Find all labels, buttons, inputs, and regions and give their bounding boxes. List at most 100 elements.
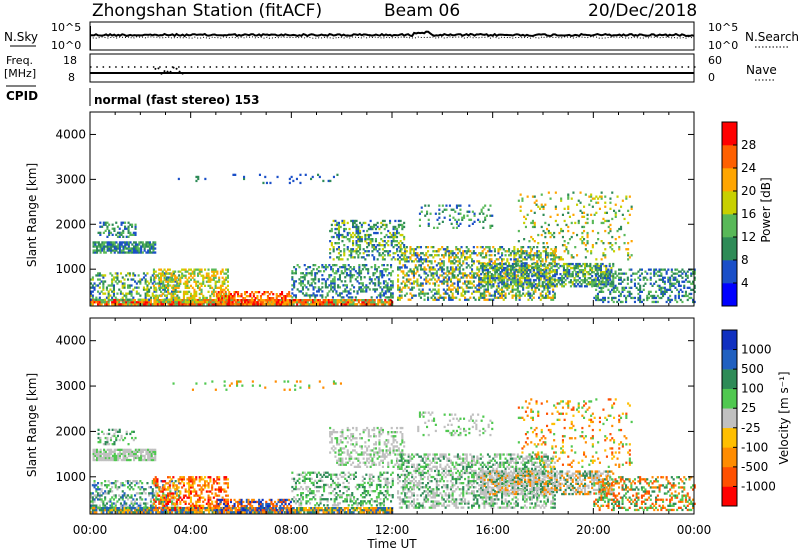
radar-cell bbox=[143, 287, 145, 289]
radar-cell bbox=[394, 220, 396, 222]
radar-cell bbox=[404, 248, 406, 250]
radar-cell bbox=[171, 299, 173, 301]
radar-cell bbox=[549, 283, 551, 285]
radar-cell bbox=[631, 206, 633, 208]
radar-cell bbox=[479, 213, 481, 215]
radar-cell bbox=[618, 248, 620, 250]
radar-cell bbox=[248, 301, 250, 303]
radar-cell bbox=[587, 242, 589, 244]
radar-cell bbox=[615, 297, 617, 299]
radar-cell bbox=[639, 287, 641, 289]
radar-cell bbox=[218, 291, 220, 293]
radar-cell bbox=[453, 282, 455, 284]
radar-cell bbox=[365, 288, 367, 290]
radar-cell bbox=[360, 299, 362, 301]
radar-cell bbox=[585, 194, 587, 196]
radar-cell bbox=[413, 274, 415, 276]
radar-cell bbox=[122, 297, 124, 299]
radar-cell bbox=[156, 301, 158, 303]
radar-cell bbox=[510, 258, 512, 260]
radar-cell bbox=[513, 252, 515, 254]
radar-cell bbox=[313, 268, 315, 270]
radar-cell bbox=[639, 275, 641, 277]
radar-cell bbox=[567, 206, 569, 208]
radar-cell bbox=[327, 294, 329, 296]
radar-cell bbox=[97, 299, 99, 301]
radar-cell bbox=[690, 293, 692, 295]
radar-cell bbox=[620, 206, 622, 208]
radar-cell bbox=[459, 278, 461, 280]
radar-cell bbox=[331, 303, 333, 305]
nave-label: Nave bbox=[746, 63, 777, 77]
radar-cell bbox=[397, 299, 399, 301]
radar-cell bbox=[489, 225, 491, 227]
radar-cell bbox=[424, 295, 426, 297]
radar-cell bbox=[528, 283, 530, 285]
radar-cell bbox=[127, 301, 129, 303]
radar-cell bbox=[364, 236, 366, 238]
radar-cell bbox=[588, 283, 590, 285]
radar-cell bbox=[106, 439, 108, 441]
radar-cell bbox=[462, 289, 464, 291]
radar-cell bbox=[555, 246, 557, 248]
radar-cell bbox=[420, 260, 422, 262]
radar-cell bbox=[190, 297, 192, 299]
radar-cell bbox=[453, 256, 455, 258]
radar-cell bbox=[102, 274, 104, 276]
radar-cell bbox=[499, 256, 501, 258]
radar-cell bbox=[119, 429, 121, 431]
radar-cell bbox=[588, 204, 590, 206]
radar-cell bbox=[526, 293, 528, 295]
radar-cell bbox=[487, 263, 489, 265]
radar-cell bbox=[94, 282, 96, 284]
radar-cell bbox=[445, 254, 447, 256]
radar-cell bbox=[114, 453, 116, 455]
radar-cell bbox=[291, 176, 293, 178]
radar-cell bbox=[141, 278, 143, 280]
radar-cell bbox=[167, 281, 169, 283]
radar-cell bbox=[478, 276, 480, 278]
radar-cell bbox=[195, 176, 197, 178]
radar-cell bbox=[174, 275, 176, 277]
radar-cell bbox=[371, 280, 373, 282]
radar-cell bbox=[602, 297, 604, 299]
radar-cell bbox=[381, 276, 383, 278]
radar-cell bbox=[144, 245, 146, 247]
radar-cell bbox=[181, 275, 183, 277]
radar-cell bbox=[96, 455, 98, 457]
radar-cell bbox=[193, 281, 195, 283]
radar-cell bbox=[490, 260, 492, 262]
radar-cell bbox=[588, 196, 590, 198]
radar-cell bbox=[374, 284, 376, 286]
radar-cell bbox=[463, 215, 465, 217]
radar-cell bbox=[95, 511, 97, 513]
radar-cell bbox=[498, 267, 500, 269]
radar-cell bbox=[584, 277, 586, 279]
radar-cell bbox=[102, 507, 104, 509]
radar-cell bbox=[565, 224, 567, 226]
radar-cell bbox=[134, 301, 136, 303]
radar-cell bbox=[533, 297, 535, 299]
radar-cell bbox=[427, 297, 429, 299]
radar-cell bbox=[545, 248, 547, 250]
radar-cell bbox=[666, 301, 668, 303]
radar-cell bbox=[499, 295, 501, 297]
radar-cell bbox=[113, 299, 115, 301]
radar-cell bbox=[429, 268, 431, 270]
radar-cell bbox=[378, 280, 380, 282]
radar-cell bbox=[387, 274, 389, 276]
radar-cell bbox=[314, 282, 316, 284]
radar-cell bbox=[115, 457, 117, 459]
radar-cell bbox=[223, 289, 225, 291]
radar-cell bbox=[613, 297, 615, 299]
radar-cell bbox=[220, 287, 222, 289]
radar-cell bbox=[420, 264, 422, 266]
radar-cell bbox=[160, 281, 162, 283]
radar-cell bbox=[448, 299, 450, 301]
radar-cell bbox=[359, 248, 361, 250]
radar-cell bbox=[98, 429, 100, 431]
radar-cell bbox=[518, 240, 520, 242]
radar-cell bbox=[610, 267, 612, 269]
radar-cell bbox=[368, 299, 370, 301]
